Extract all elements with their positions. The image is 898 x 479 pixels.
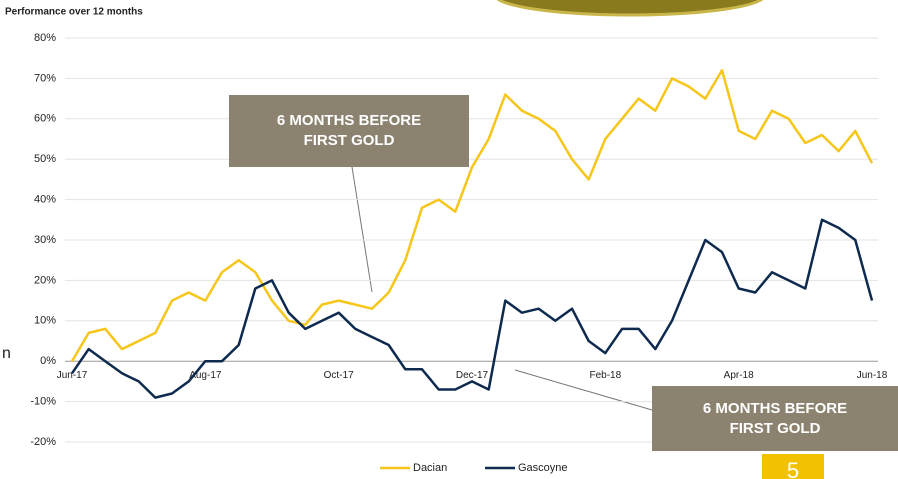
y-tick-label: 0%	[40, 355, 56, 367]
chart-title: Performance over 12 months	[5, 7, 143, 18]
page-number: 5	[762, 454, 824, 479]
legend-label: Dacian	[413, 462, 447, 474]
pointer	[514, 369, 653, 411]
y-tick-label: 80%	[34, 32, 56, 44]
series-line	[70, 218, 874, 399]
x-tick-label: Oct-17	[324, 370, 354, 381]
y-tick-label: 30%	[34, 234, 56, 246]
decor	[496, 0, 764, 17]
y-tick-label: 50%	[34, 153, 56, 165]
y-tick-label: -10%	[30, 396, 56, 408]
annotation: 6 MONTHS BEFORE FIRST GOLD	[652, 386, 898, 451]
x-tick-label: Jun-18	[857, 370, 888, 381]
x-tick-label: Dec-17	[456, 370, 489, 381]
y-tick-label: 10%	[34, 315, 56, 327]
series-line	[70, 69, 874, 362]
annotation: 6 MONTHS BEFORE FIRST GOLD	[229, 95, 469, 167]
y-tick-label: 20%	[34, 274, 56, 286]
y-tick-label: 40%	[34, 194, 56, 206]
y-tick-label: 60%	[34, 113, 56, 125]
x-tick-label: Feb-18	[589, 370, 621, 381]
x-tick-label: Apr-18	[724, 370, 754, 381]
legend-label: Gascoyne	[518, 462, 568, 474]
x-tick-label: Jun-17	[57, 370, 88, 381]
y-tick-label: 70%	[34, 72, 56, 84]
x-tick-label: Aug-17	[189, 370, 222, 381]
pointer	[351, 166, 373, 293]
y-tick-label: -20%	[30, 436, 56, 448]
side-label: n	[2, 345, 11, 362]
